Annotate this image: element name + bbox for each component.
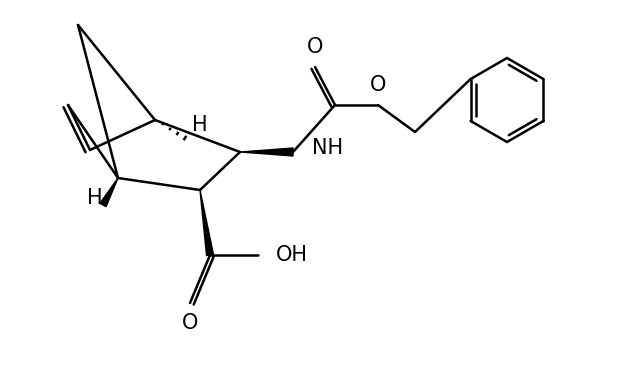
Polygon shape	[100, 178, 118, 207]
Text: O: O	[182, 313, 198, 333]
Text: H: H	[87, 188, 103, 208]
Text: NH: NH	[312, 138, 343, 158]
Polygon shape	[240, 148, 293, 156]
Text: O: O	[370, 75, 386, 95]
Polygon shape	[200, 190, 214, 255]
Text: OH: OH	[276, 245, 308, 265]
Text: H: H	[192, 115, 208, 135]
Text: O: O	[307, 37, 323, 57]
